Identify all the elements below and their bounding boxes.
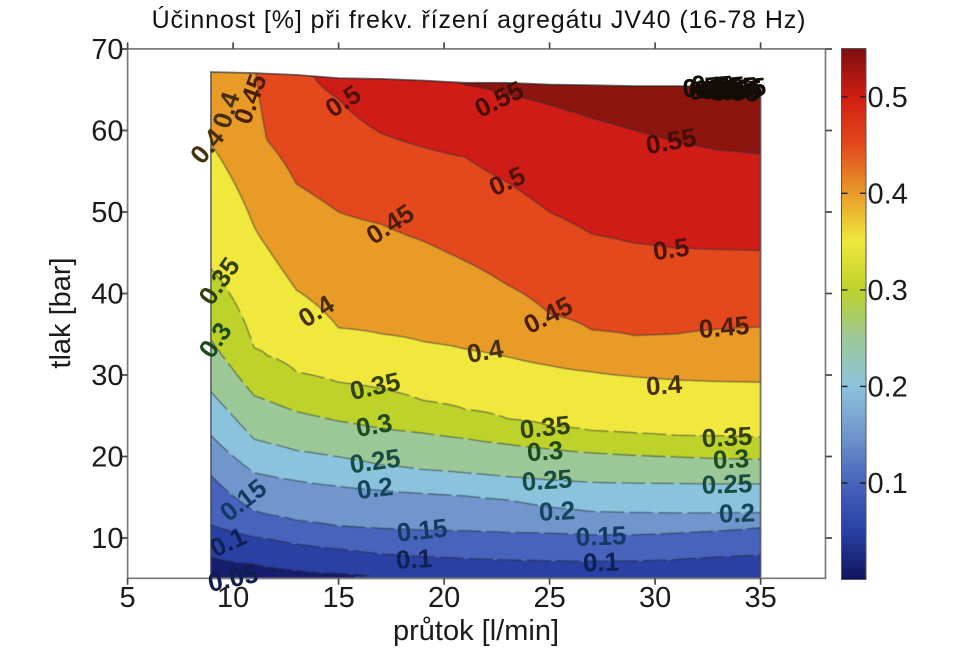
svg-text:0.4: 0.4: [645, 369, 684, 401]
svg-text:40: 40: [91, 279, 123, 311]
svg-text:0.55: 0.55: [714, 71, 767, 105]
svg-text:0.15: 0.15: [395, 512, 448, 547]
svg-text:0.3: 0.3: [868, 275, 908, 307]
svg-text:25: 25: [533, 582, 565, 614]
svg-text:0.1: 0.1: [582, 546, 619, 577]
svg-text:0.1: 0.1: [395, 543, 433, 575]
svg-text:0.55: 0.55: [711, 74, 763, 107]
svg-text:0.2: 0.2: [868, 372, 908, 404]
svg-text:5: 5: [120, 582, 136, 614]
svg-text:0.55: 0.55: [688, 73, 740, 106]
svg-text:15: 15: [322, 582, 354, 614]
svg-text:Účinnost [%] při frekv. řízení: Účinnost [%] při frekv. řízení agregátu …: [152, 5, 807, 34]
svg-text:0.2: 0.2: [718, 497, 755, 528]
svg-text:0.25: 0.25: [521, 463, 574, 496]
svg-text:10: 10: [217, 582, 249, 614]
svg-text:0.1: 0.1: [868, 468, 908, 500]
svg-text:20: 20: [428, 582, 460, 614]
svg-text:0.2: 0.2: [538, 495, 576, 527]
svg-text:0.45: 0.45: [697, 310, 750, 344]
svg-text:0.35: 0.35: [701, 421, 753, 454]
svg-text:0.3: 0.3: [712, 443, 750, 475]
svg-text:0.55: 0.55: [690, 69, 742, 102]
svg-text:0.55: 0.55: [706, 71, 759, 104]
svg-text:průtok [l/min]: průtok [l/min]: [393, 615, 559, 647]
svg-text:0.55: 0.55: [693, 70, 746, 105]
svg-text:20: 20: [91, 442, 123, 474]
svg-text:tlak [bar]: tlak [bar]: [45, 257, 77, 368]
svg-text:10: 10: [91, 523, 123, 555]
svg-text:30: 30: [639, 582, 671, 614]
svg-text:0.5: 0.5: [651, 232, 691, 267]
svg-text:0.2: 0.2: [355, 471, 395, 505]
svg-text:0.15: 0.15: [575, 520, 627, 552]
svg-text:0.4: 0.4: [868, 179, 908, 211]
svg-text:0.35: 0.35: [518, 409, 571, 444]
svg-text:50: 50: [91, 197, 123, 229]
svg-text:0.55: 0.55: [700, 74, 752, 106]
svg-text:0.55: 0.55: [681, 69, 734, 103]
svg-text:0.4: 0.4: [465, 333, 506, 369]
svg-text:30: 30: [91, 360, 123, 392]
svg-text:60: 60: [91, 116, 123, 148]
svg-text:0.25: 0.25: [348, 443, 402, 480]
svg-text:0.3: 0.3: [526, 435, 564, 467]
svg-text:0.55: 0.55: [708, 76, 760, 108]
svg-text:35: 35: [744, 582, 776, 614]
svg-text:70: 70: [91, 34, 123, 66]
svg-text:0.25: 0.25: [701, 468, 753, 500]
svg-text:0.5: 0.5: [868, 82, 908, 114]
svg-text:0.3: 0.3: [354, 407, 395, 443]
